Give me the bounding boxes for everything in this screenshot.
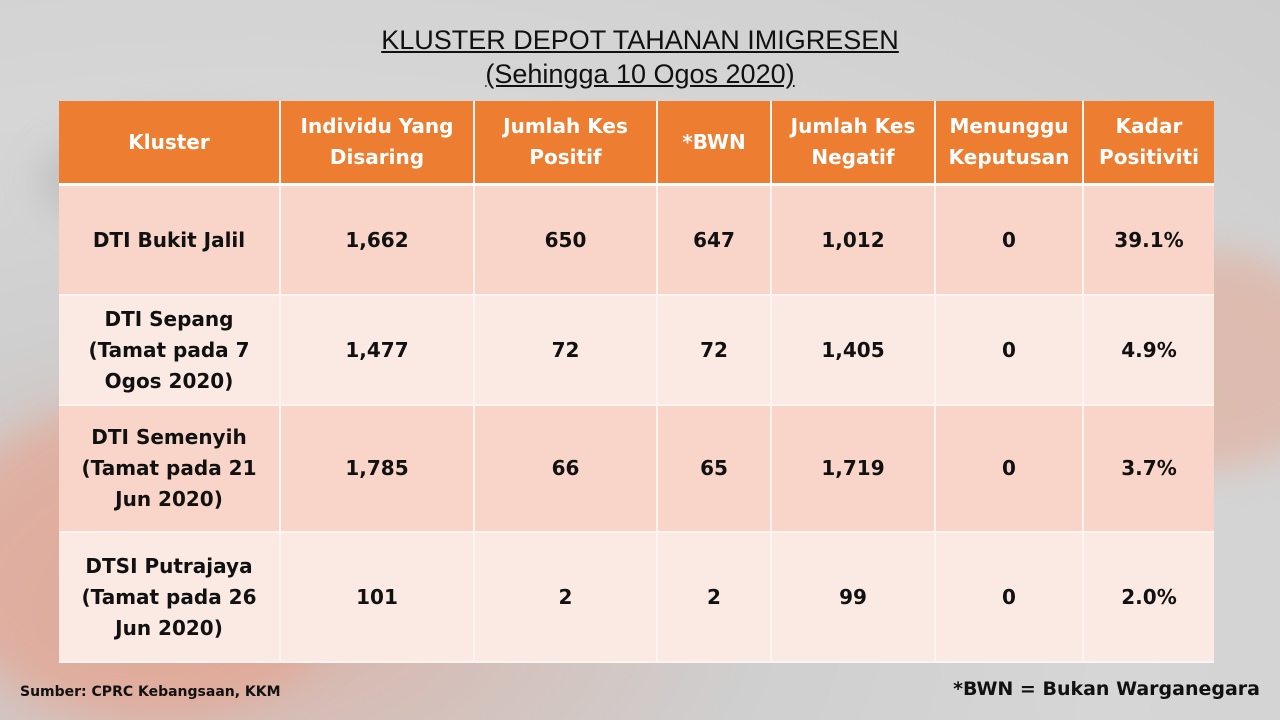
page-title: KLUSTER DEPOT TAHANAN IMIGRESEN — [381, 25, 899, 55]
cell-kadar-positiviti: 3.7% — [1083, 405, 1214, 533]
header-kadar-positiviti: Kadar Positiviti — [1083, 101, 1214, 186]
cell-bwn: 2 — [657, 532, 772, 663]
header-individu-disaring: Individu Yang Disaring — [280, 101, 475, 186]
header-kes-positif: Jumlah Kes Positif — [474, 101, 658, 186]
cell-kes-positif: 2 — [474, 532, 658, 663]
cluster-table: Kluster Individu Yang Disaring Jumlah Ke… — [59, 101, 1214, 663]
table-row: DTSI Putrajaya (Tamat pada 26 Jun 2020) … — [59, 532, 1214, 663]
cell-bwn: 647 — [657, 184, 772, 296]
bwn-footnote: *BWN = Bukan Warganegara — [953, 678, 1260, 700]
header-kes-negatif: Jumlah Kes Negatif — [771, 101, 936, 186]
table-row: DTI Bukit Jalil 1,662 650 647 1,012 0 39… — [59, 184, 1214, 296]
table-row: DTI Semenyih (Tamat pada 21 Jun 2020) 1,… — [59, 405, 1214, 533]
cell-kes-positif: 650 — [474, 184, 658, 296]
header-bwn: *BWN — [657, 101, 772, 186]
cell-kluster: DTI Sepang (Tamat pada 7 Ogos 2020) — [59, 295, 281, 406]
cell-kadar-positiviti: 39.1% — [1083, 184, 1214, 296]
header-kluster: Kluster — [59, 101, 281, 186]
cell-kluster: DTI Semenyih (Tamat pada 21 Jun 2020) — [59, 405, 281, 533]
cell-menunggu-keputusan: 0 — [935, 184, 1084, 296]
cell-kes-negatif: 99 — [771, 532, 936, 663]
source-note: Sumber: CPRC Kebangsaan, KKM — [20, 684, 281, 700]
cell-kadar-positiviti: 4.9% — [1083, 295, 1214, 406]
cell-kes-positif: 72 — [474, 295, 658, 406]
cell-kes-negatif: 1,719 — [771, 405, 936, 533]
cell-kes-negatif: 1,405 — [771, 295, 936, 406]
cell-kes-negatif: 1,012 — [771, 184, 936, 296]
cell-menunggu-keputusan: 0 — [935, 295, 1084, 406]
cell-kes-positif: 66 — [474, 405, 658, 533]
cell-kadar-positiviti: 2.0% — [1083, 532, 1214, 663]
cell-bwn: 65 — [657, 405, 772, 533]
cell-individu-disaring: 1,785 — [280, 405, 475, 533]
cell-individu-disaring: 1,477 — [280, 295, 475, 406]
cell-bwn: 72 — [657, 295, 772, 406]
page-subtitle: (Sehingga 10 Ogos 2020) — [485, 59, 795, 89]
cell-menunggu-keputusan: 0 — [935, 532, 1084, 663]
cell-individu-disaring: 1,662 — [280, 184, 475, 296]
cell-kluster: DTI Bukit Jalil — [59, 184, 281, 296]
table-header-row: Kluster Individu Yang Disaring Jumlah Ke… — [59, 101, 1214, 186]
cell-kluster: DTSI Putrajaya (Tamat pada 26 Jun 2020) — [59, 532, 281, 663]
cell-menunggu-keputusan: 0 — [935, 405, 1084, 533]
cell-individu-disaring: 101 — [280, 532, 475, 663]
table-row: DTI Sepang (Tamat pada 7 Ogos 2020) 1,47… — [59, 295, 1214, 406]
header-menunggu-keputusan: Menunggu Keputusan — [935, 101, 1084, 186]
